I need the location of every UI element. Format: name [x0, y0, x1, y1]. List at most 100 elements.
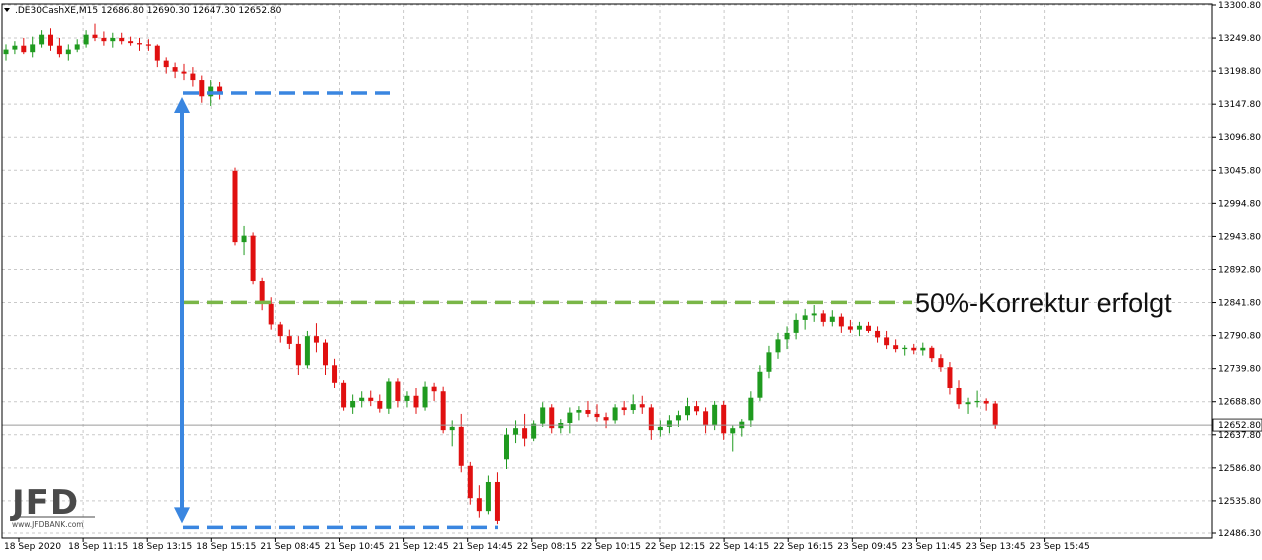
symbol-label: .DE30CashXE,M15: [15, 6, 98, 16]
time-tick-label: 22 Sep 14:15: [709, 542, 769, 552]
candle-bull: [30, 44, 36, 53]
candle-bull: [567, 412, 573, 423]
candle-bull: [856, 325, 862, 330]
price-tick-label: 12535.80: [1218, 497, 1261, 507]
plot-frame: [1, 3, 1213, 539]
candle-bear: [847, 326, 853, 330]
candle-bull: [657, 426, 663, 431]
candle-bear: [947, 367, 953, 388]
price-tick-label: 12943.80: [1218, 232, 1261, 242]
price-tick-label: 12637.80: [1218, 431, 1261, 441]
candle-bull: [504, 434, 509, 460]
candle-bear: [983, 400, 989, 404]
candle-bull: [675, 415, 681, 421]
time-tick-label: 18 Sep 13:15: [132, 542, 192, 552]
price-tick-label: 12790.80: [1218, 332, 1261, 342]
chart-header: .DE30CashXE,M15 12686.80 12690.30 12647.…: [4, 6, 282, 16]
candle-bull: [531, 423, 537, 439]
candle-bear: [154, 45, 160, 61]
candle-bear: [181, 71, 187, 74]
candle-bear: [56, 45, 62, 55]
candle-bull: [965, 402, 971, 405]
candle-bull: [784, 332, 790, 340]
price-tick-label: 13147.80: [1218, 100, 1261, 110]
candle-bear: [250, 235, 256, 282]
time-tick-label: 23 Sep 13:45: [966, 542, 1026, 552]
candle-bear: [190, 73, 196, 81]
candle-bull: [540, 407, 546, 424]
candle-bear: [893, 345, 899, 350]
candle-bear: [648, 407, 654, 431]
candle-bear: [21, 45, 27, 53]
logo-text: JFD: [10, 483, 79, 523]
candle-bear: [295, 343, 301, 366]
price-tick-label: 12841.80: [1218, 299, 1261, 309]
candle-bear: [594, 413, 600, 418]
candle-bear: [395, 381, 401, 401]
candle-bull: [74, 44, 80, 50]
candle-bull: [241, 235, 247, 243]
candle-bear: [522, 428, 528, 439]
price-tick-label: 13249.80: [1218, 34, 1261, 44]
candle-bull: [485, 481, 491, 512]
candle-bear: [268, 303, 274, 325]
candle-bear: [259, 281, 265, 304]
dropdown-triangle-icon[interactable]: [4, 8, 10, 12]
candle-bull: [748, 397, 754, 421]
price-tick-label: 13198.80: [1218, 67, 1261, 77]
candle-bear: [694, 406, 700, 412]
candle-bear: [137, 43, 142, 45]
candle-bull: [766, 352, 772, 372]
candle-bear: [458, 426, 464, 466]
candle-bear: [440, 391, 446, 431]
candle-bull: [558, 422, 564, 429]
candle-bull: [110, 37, 116, 42]
time-axis: 18 Sep 2020 18 Sep 11:15 18 Sep 13:15 18 Se…: [4, 538, 1090, 552]
candle-bear: [621, 407, 627, 411]
candle-bull: [802, 315, 808, 320]
candle-bear: [467, 465, 473, 499]
price-tick-label: 13300.80: [1218, 1, 1261, 11]
candle-bear: [101, 37, 107, 42]
candle-bull: [3, 49, 9, 55]
time-tick-label: 22 Sep 08:15: [517, 542, 577, 552]
candle-bull: [83, 34, 89, 45]
candle-bear: [199, 80, 205, 97]
time-tick-label: 21 Sep 10:45: [325, 542, 385, 552]
time-tick-label: 18 Sep 15:15: [196, 542, 256, 552]
candle-bull: [513, 428, 519, 435]
candle-bear: [413, 395, 419, 408]
time-tick-label: 23 Sep 15:45: [1030, 542, 1090, 552]
candle-bear: [163, 60, 169, 68]
candle-bull: [39, 34, 45, 45]
candle-bear: [48, 34, 53, 46]
ohlc-values: 12686.80 12690.30 12647.30 12652.80: [101, 6, 282, 16]
candle-bull: [712, 404, 718, 426]
candle-bull: [612, 407, 618, 421]
candle-bull: [304, 336, 310, 366]
last-price-label: 12652.80: [1218, 421, 1261, 431]
candle-bear: [603, 417, 609, 421]
grid-lines: [2, 4, 1212, 538]
price-tick-label: 12586.80: [1218, 464, 1261, 474]
candle-bull: [449, 426, 455, 431]
candle-bull: [65, 49, 71, 55]
candle-bear: [172, 67, 178, 72]
price-tick-label: 13096.80: [1218, 133, 1261, 143]
candle-bull: [775, 339, 781, 353]
time-tick-label: 21 Sep 08:45: [260, 542, 320, 552]
correction-annotation: 50%-Korrektur erfolgt: [915, 288, 1172, 318]
jfd-logo: JFD www.JFDBANK.com: [10, 483, 95, 529]
time-tick-label: 18 Sep 11:15: [68, 542, 128, 552]
candle-bear: [476, 498, 482, 512]
candle-bear: [549, 407, 555, 429]
candle-bull: [12, 45, 18, 50]
time-tick-label: 21 Sep 12:45: [389, 542, 449, 552]
candle-bull: [666, 420, 672, 427]
candle-bear: [377, 400, 383, 409]
candle-bear: [585, 410, 591, 414]
candle-bull: [757, 371, 763, 398]
